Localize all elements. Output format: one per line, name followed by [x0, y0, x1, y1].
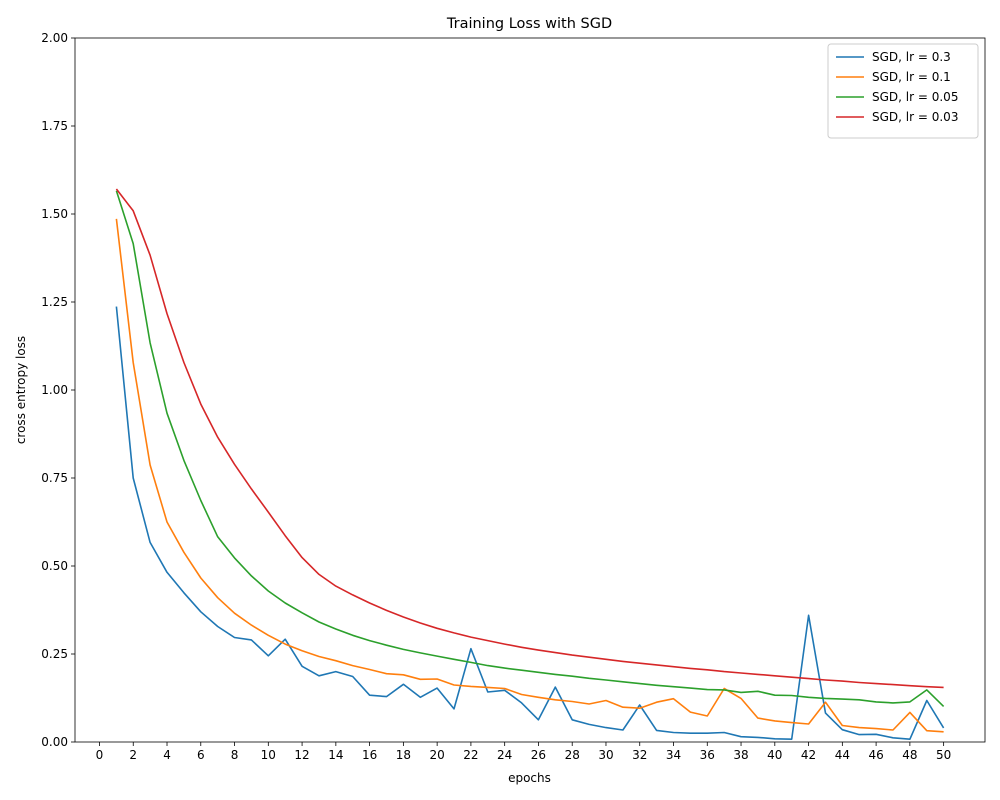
x-axis: 0 2 4 6 8 10 12 14 16 18 20 22 24 26 28 30 32 34 36 38 40 42 4… — [96, 742, 951, 762]
x-tick-label: 42 — [801, 748, 816, 762]
x-tick-label: 4 — [163, 748, 171, 762]
x-tick-label: 10 — [261, 748, 276, 762]
x-tick-label: 48 — [902, 748, 917, 762]
chart-title: Training Loss with SGD — [446, 16, 612, 32]
x-tick-label: 26 — [531, 748, 546, 762]
x-tick-label: 22 — [463, 748, 478, 762]
series-line-2 — [115, 190, 945, 707]
legend-frame — [827, 43, 979, 139]
y-axis: 0.00 0.25 0.50 0.75 1.00 1.25 1.50 1.75 2.00 — [41, 31, 75, 749]
y-tick-label: 1.25 — [41, 295, 68, 309]
x-tick-label: 38 — [733, 748, 748, 762]
legend-label-1: SGD, lr = 0.1 — [872, 70, 951, 84]
x-tick-label: 18 — [396, 748, 411, 762]
series-line-0 — [115, 306, 945, 741]
x-tick-label: 16 — [362, 748, 377, 762]
x-tick-label: 50 — [936, 748, 951, 762]
series-line-3 — [115, 188, 944, 689]
y-tick-label: 0.25 — [41, 647, 68, 661]
y-tick-label: 1.00 — [41, 383, 68, 397]
x-tick-label: 40 — [767, 748, 782, 762]
y-tick-label: 0.00 — [41, 735, 68, 749]
x-tick-label: 46 — [868, 748, 883, 762]
x-tick-label: 2 — [129, 748, 137, 762]
x-tick-label: 28 — [565, 748, 580, 762]
y-tick-label: 1.75 — [41, 119, 68, 133]
series-line-1 — [115, 218, 944, 733]
x-tick-label: 12 — [294, 748, 309, 762]
y-tick-label: 0.50 — [41, 559, 68, 573]
x-tick-label: 34 — [666, 748, 681, 762]
x-tick-label: 6 — [197, 748, 205, 762]
plot-frame — [74, 37, 986, 743]
legend-label-2: SGD, lr = 0.05 — [872, 90, 958, 104]
legend: SGD, lr = 0.3 SGD, lr = 0.1 SGD, lr = 0.05… — [827, 43, 979, 139]
legend-label-0: SGD, lr = 0.3 — [872, 50, 951, 64]
x-tick-label: 20 — [430, 748, 445, 762]
x-tick-label: 30 — [598, 748, 613, 762]
y-tick-label: 0.75 — [41, 471, 68, 485]
y-tick-label: 1.50 — [41, 207, 68, 221]
x-tick-label: 8 — [231, 748, 239, 762]
x-axis-label: epochs — [508, 771, 551, 785]
x-tick-label: 24 — [497, 748, 512, 762]
x-tick-label: 0 — [96, 748, 104, 762]
x-tick-label: 44 — [835, 748, 850, 762]
legend-label-3: SGD, lr = 0.03 — [872, 110, 958, 124]
x-tick-label: 32 — [632, 748, 647, 762]
plot-area — [74, 37, 986, 743]
x-tick-label: 14 — [328, 748, 343, 762]
y-tick-label: 2.00 — [41, 31, 68, 45]
y-axis-label: cross entropy loss — [14, 336, 28, 444]
x-tick-label: 36 — [700, 748, 715, 762]
series-lines — [115, 188, 945, 741]
